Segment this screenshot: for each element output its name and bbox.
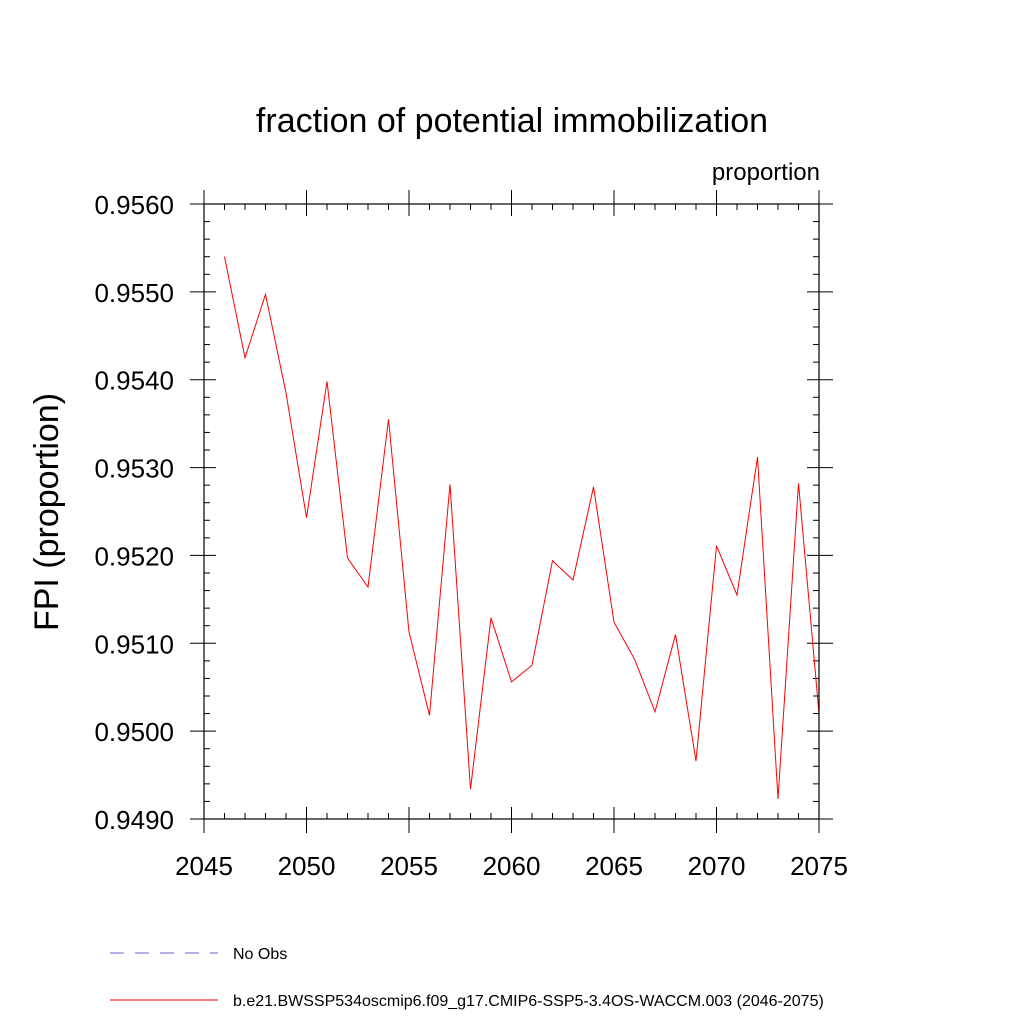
chart-title: fraction of potential immobilization: [256, 102, 768, 140]
series-layer: [224, 256, 820, 799]
y-tick-label: 0.9540: [94, 366, 174, 396]
y-axis-label: FPI (proportion): [28, 393, 66, 631]
x-tick-labels: 2045 2050 2055 2060 2065 2070 2075: [175, 851, 848, 881]
units-label: proportion: [712, 159, 820, 186]
x-tick-label: 2060: [483, 851, 541, 881]
y-tick-label: 0.9500: [94, 717, 174, 747]
plot-frame: [203, 203, 820, 820]
x-tick-label: 2065: [585, 851, 643, 881]
major-ticks: [190, 190, 833, 833]
y-tick-label: 0.9530: [94, 454, 174, 484]
y-tick-label: 0.9520: [94, 541, 174, 571]
y-tick-label: 0.9510: [94, 629, 174, 659]
y-tick-label: 0.9550: [94, 278, 174, 308]
x-tick-label: 2055: [380, 851, 438, 881]
legend-label: b.e21.BWSSP534oscmip6.f09_g17.CMIP6-SSP5…: [233, 993, 824, 1010]
y-tick-label: 0.9490: [94, 805, 174, 835]
x-tick-label: 2050: [278, 851, 336, 881]
legend-label: No Obs: [233, 946, 287, 963]
series-line: [224, 256, 820, 799]
legend: No Obs b.e21.BWSSP534oscmip6.f09_g17.CMIP…: [110, 946, 824, 1010]
x-tick-label: 2045: [175, 851, 233, 881]
x-tick-label: 2070: [688, 851, 746, 881]
y-tick-labels: 0.9490 0.9500 0.9510 0.9520 0.9530 0.9540 0.95…: [94, 190, 174, 835]
x-tick-label: 2075: [790, 851, 848, 881]
y-tick-label: 0.9560: [94, 190, 174, 220]
minor-ticks: [204, 204, 819, 819]
